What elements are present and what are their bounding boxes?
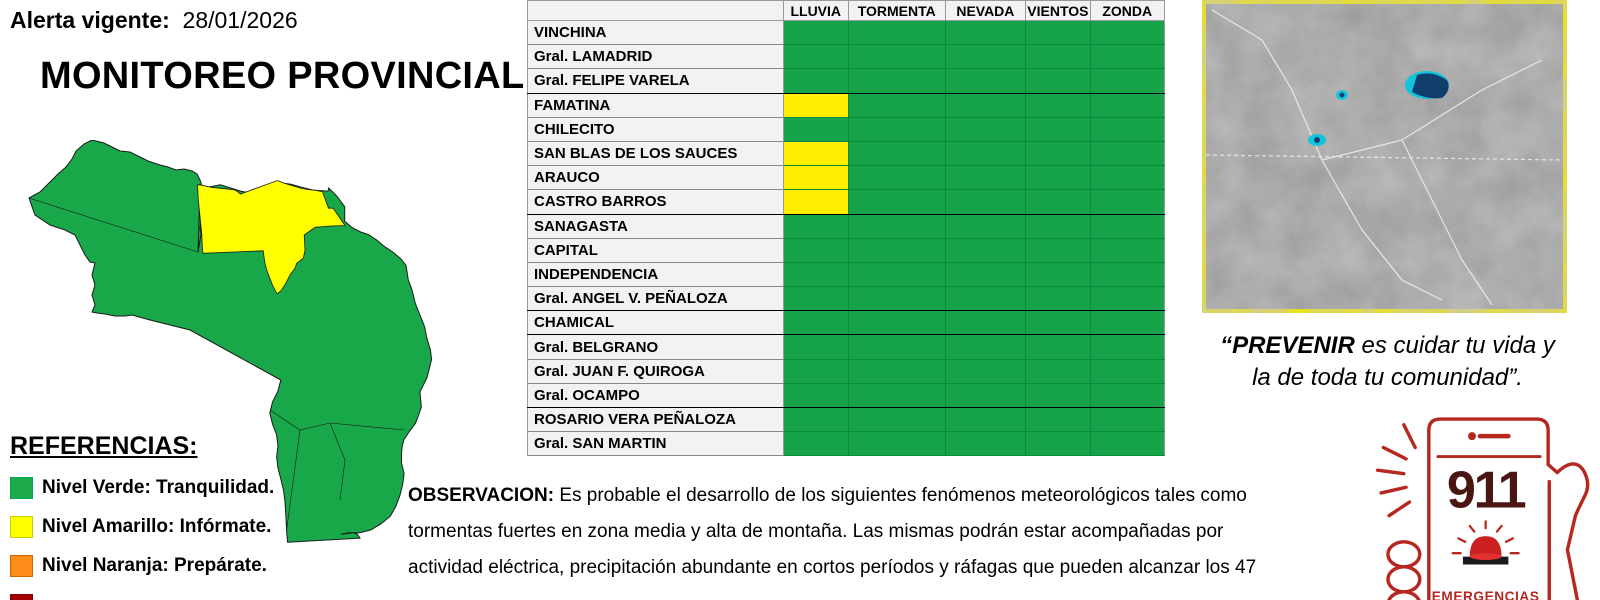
svg-text:EMERGENCIAS: EMERGENCIAS <box>1432 589 1540 600</box>
svg-text:911: 911 <box>1447 462 1526 520</box>
